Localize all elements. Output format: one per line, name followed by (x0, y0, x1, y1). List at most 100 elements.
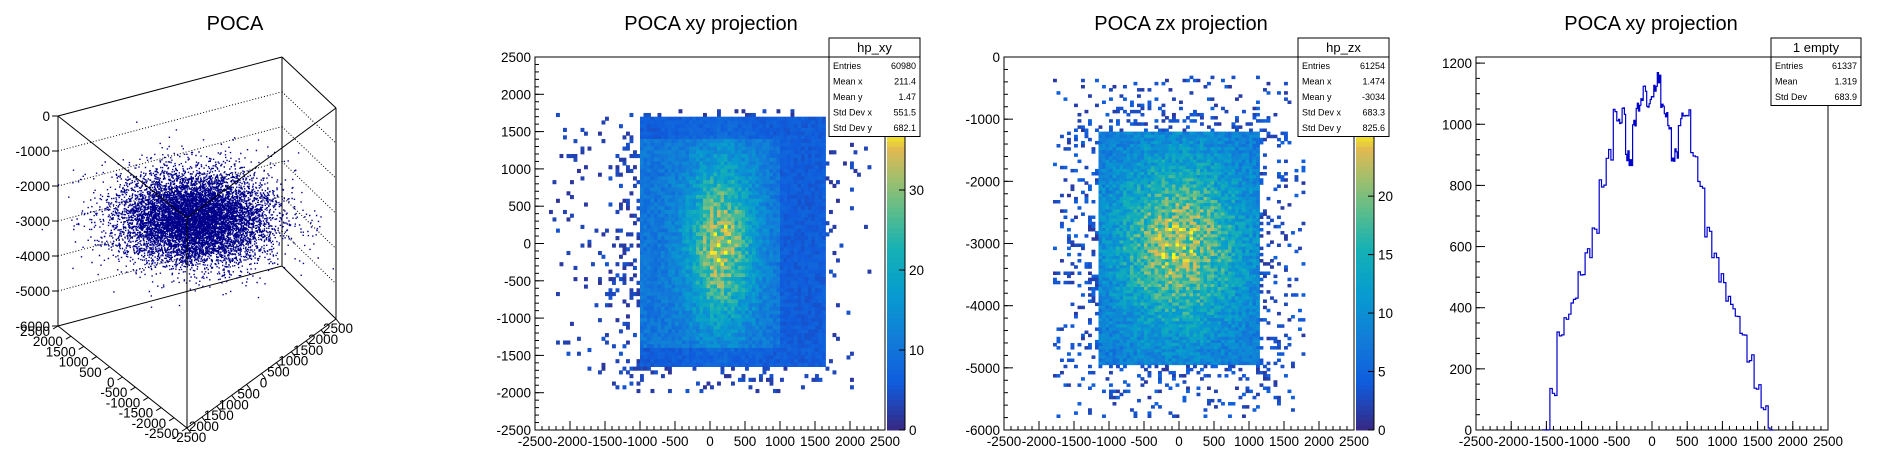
heatmap-cell (1109, 246, 1113, 251)
heatmap-cell (787, 262, 791, 267)
heatmap-cell (706, 321, 711, 326)
heatmap-cell (822, 303, 826, 308)
heatmap-cell (745, 284, 749, 289)
heatmap-cell (752, 295, 756, 300)
heatmap-cell (692, 153, 697, 159)
heatmap-cell (748, 176, 753, 181)
heatmap-cell (696, 318, 700, 323)
heatmap-cell (671, 277, 676, 282)
heatmap-cell (615, 385, 620, 390)
heatmap-cell (808, 288, 812, 293)
heatmap-cell (1119, 187, 1124, 192)
heatmap-cell (727, 209, 732, 215)
heatmap-cell (769, 209, 774, 215)
heatmap-cell (780, 165, 784, 170)
heatmap-cell (650, 150, 655, 155)
heatmap-cell (615, 262, 620, 267)
heatmap-cell (1119, 330, 1124, 335)
heatmap-cell (682, 269, 686, 274)
heatmap-cell (713, 362, 718, 367)
heatmap-cell (640, 306, 644, 312)
stats-label: Entries (833, 61, 862, 71)
heatmap-cell (776, 131, 781, 136)
heatmap-cell (804, 318, 809, 323)
heatmap-cell (699, 344, 704, 349)
heatmap-cell (808, 213, 812, 218)
heatmap-cell (608, 291, 613, 297)
heatmap-cell (1119, 327, 1124, 331)
heatmap-cell (759, 254, 763, 259)
heatmap-cell (776, 120, 781, 125)
heatmap-cell (724, 183, 728, 188)
heatmap-cell (661, 191, 665, 196)
heatmap-cell (815, 183, 819, 188)
heatmap-cell (689, 165, 693, 170)
heatmap-cell (696, 120, 700, 125)
heatmap-cell (745, 131, 749, 136)
heatmap-cell (647, 303, 651, 308)
heatmap-cell (727, 374, 732, 379)
heatmap-cell (1123, 224, 1127, 229)
heatmap-cell (769, 314, 774, 319)
heatmap-cell (748, 314, 753, 319)
heatmap-cell (1112, 137, 1117, 142)
heatmap-cell (1105, 218, 1110, 223)
heatmap-cell (755, 333, 760, 338)
heatmap-cell (668, 336, 672, 341)
heatmap-cell (738, 213, 742, 218)
heatmap-cell (1095, 280, 1099, 285)
heatmap-cell (654, 195, 658, 200)
heatmap-cell (556, 228, 560, 233)
heatmap-cell (710, 336, 714, 341)
heatmap-cell (776, 262, 781, 267)
heatmap-cell (1116, 389, 1120, 394)
heatmap-cell (689, 124, 693, 129)
heatmap-cell (1102, 259, 1106, 263)
heatmap-cell (1105, 290, 1110, 294)
heatmap-cell (692, 131, 697, 136)
heatmap-cell (801, 127, 805, 132)
heatmap-cell (818, 217, 823, 222)
heatmap-cell (689, 273, 693, 278)
heatmap-cell (713, 209, 718, 215)
heatmap-cell (636, 381, 641, 386)
heatmap-cell (1098, 134, 1103, 139)
heatmap-cell (1112, 175, 1117, 179)
heatmap-cell (647, 329, 651, 334)
heatmap-cell (675, 280, 679, 285)
heatmap-cell (797, 258, 802, 263)
heatmap-cell (762, 277, 767, 282)
heatmap-cell (622, 277, 627, 282)
box-grid-line (281, 195, 337, 250)
heatmap-cell (685, 232, 690, 237)
heatmap-cell (650, 362, 655, 367)
heatmap-cell (864, 224, 868, 229)
heatmap-cell (685, 347, 690, 353)
heatmap-cell (1116, 218, 1120, 223)
heatmap-cell (752, 239, 756, 244)
heatmap-cell (1116, 364, 1120, 369)
heatmap-cell (804, 187, 809, 192)
heatmap-cell (780, 299, 784, 304)
heatmap-cell (783, 366, 788, 371)
heatmap-cell (1102, 265, 1106, 269)
heatmap-cell (643, 362, 648, 367)
heatmap-cell (790, 295, 795, 300)
heatmap-cell (654, 344, 658, 349)
heatmap-cell (748, 161, 753, 166)
heatmap-cell (780, 273, 784, 278)
heatmap-cell (755, 120, 760, 125)
heatmap-cell (703, 385, 707, 390)
heatmap-cell (710, 362, 714, 367)
heatmap-cell (664, 236, 669, 241)
heatmap-cell (696, 277, 700, 282)
heatmap-cell (801, 142, 805, 147)
heatmap-cell (787, 329, 791, 334)
heatmap-cell (1053, 78, 1057, 83)
heatmap-cell (587, 146, 592, 151)
heatmap-cell (759, 239, 763, 244)
heatmap-cell (762, 228, 767, 233)
heatmap-cell (619, 124, 623, 129)
heatmap-cell (668, 299, 672, 304)
heatmap-cell (748, 295, 753, 300)
